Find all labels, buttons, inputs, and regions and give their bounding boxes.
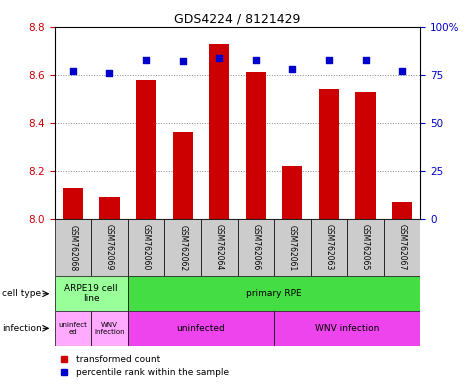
Text: GSM762067: GSM762067 bbox=[398, 225, 407, 271]
Text: uninfected: uninfected bbox=[177, 324, 225, 333]
Bar bbox=[136, 80, 156, 219]
Bar bbox=[164, 219, 201, 276]
Bar bbox=[347, 219, 384, 276]
Bar bbox=[274, 311, 420, 346]
Point bbox=[216, 55, 223, 61]
Bar bbox=[128, 276, 420, 311]
Text: transformed count: transformed count bbox=[76, 354, 160, 364]
Bar bbox=[209, 44, 229, 219]
Text: GSM762062: GSM762062 bbox=[178, 225, 187, 271]
Point bbox=[398, 68, 406, 74]
Bar bbox=[319, 89, 339, 219]
Text: GSM762068: GSM762068 bbox=[68, 225, 77, 271]
Bar bbox=[384, 219, 420, 276]
Point bbox=[179, 58, 186, 65]
Bar bbox=[99, 197, 120, 219]
Bar bbox=[392, 202, 412, 219]
Bar bbox=[201, 219, 238, 276]
Text: WNV
infection: WNV infection bbox=[94, 322, 125, 335]
Bar bbox=[128, 311, 274, 346]
Text: cell type: cell type bbox=[2, 289, 41, 298]
Bar bbox=[91, 219, 128, 276]
Bar bbox=[55, 276, 128, 311]
Text: GSM762064: GSM762064 bbox=[215, 225, 224, 271]
Bar bbox=[238, 219, 274, 276]
Text: GSM762066: GSM762066 bbox=[251, 225, 260, 271]
Point bbox=[105, 70, 113, 76]
Text: GSM762060: GSM762060 bbox=[142, 225, 151, 271]
Point bbox=[325, 56, 332, 63]
Text: infection: infection bbox=[2, 324, 42, 333]
Bar bbox=[311, 219, 347, 276]
Bar bbox=[282, 166, 303, 219]
Point bbox=[252, 56, 259, 63]
Text: uninfect
ed: uninfect ed bbox=[58, 322, 87, 335]
Point bbox=[362, 56, 370, 63]
Text: ARPE19 cell
line: ARPE19 cell line bbox=[65, 284, 118, 303]
Bar bbox=[91, 311, 128, 346]
Bar bbox=[55, 219, 91, 276]
Bar bbox=[55, 311, 91, 346]
Text: GSM762069: GSM762069 bbox=[105, 225, 114, 271]
Text: percentile rank within the sample: percentile rank within the sample bbox=[76, 368, 229, 377]
Text: GSM762065: GSM762065 bbox=[361, 225, 370, 271]
Point bbox=[142, 56, 150, 63]
Point bbox=[69, 68, 77, 74]
Title: GDS4224 / 8121429: GDS4224 / 8121429 bbox=[174, 13, 301, 26]
Point bbox=[289, 66, 296, 72]
Text: GSM762063: GSM762063 bbox=[324, 225, 333, 271]
Bar bbox=[355, 92, 376, 219]
Text: GSM762061: GSM762061 bbox=[288, 225, 297, 271]
Bar bbox=[128, 219, 164, 276]
Bar bbox=[63, 188, 83, 219]
Bar bbox=[274, 219, 311, 276]
Text: primary RPE: primary RPE bbox=[246, 289, 302, 298]
Text: WNV infection: WNV infection bbox=[315, 324, 380, 333]
Bar bbox=[246, 73, 266, 219]
Bar bbox=[172, 132, 193, 219]
